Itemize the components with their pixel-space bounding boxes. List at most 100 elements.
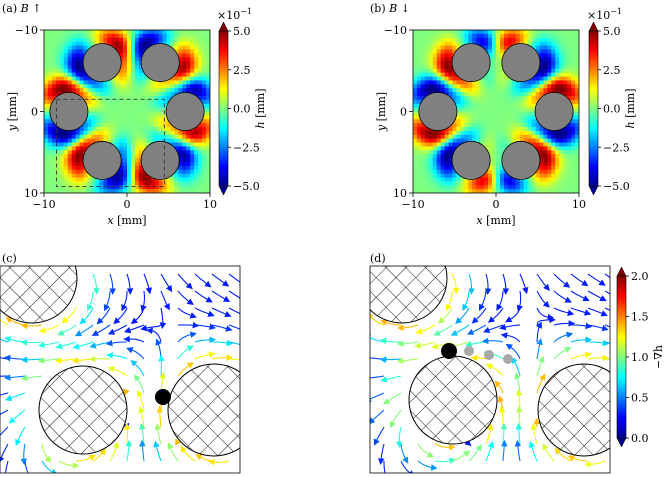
streamline [571,322,593,330]
heatmap-cell [444,33,450,39]
heatmap-cell [87,119,93,124]
y-tick-label: 10 [393,187,407,200]
heatmap-cell [488,134,493,140]
heatmap-cell [555,161,560,167]
streamline [604,341,610,344]
heatmap-cell [575,45,579,50]
heatmap-cell [484,185,489,190]
heatmap-cell [79,134,85,140]
heatmap-cell [413,154,418,159]
heatmap-cell [198,45,203,50]
heatmap-cell [432,130,438,136]
heatmap-cell [55,80,61,85]
heatmap-cell [99,181,104,186]
streamline [515,422,523,445]
heatmap-cell [503,95,509,101]
heatmap-cell [503,189,509,193]
streamline [130,307,145,325]
heatmap-cell [511,185,517,190]
heatmap-cell [119,181,124,186]
heatmap-cell [496,57,501,62]
heatmap-cell [559,158,564,163]
heatmap-cell [150,92,156,97]
heatmap-cell [551,154,556,159]
streamline [487,307,504,323]
heatmap-cell [523,103,529,109]
y-tick-label: 0 [31,106,38,119]
heatmap-cell [47,84,53,89]
heatmap-cell [499,123,505,128]
heatmap-cell [444,173,450,179]
heatmap-cell [67,185,73,190]
heatmap-cell [424,150,430,155]
heatmap-cell [571,173,576,179]
heatmap-cell [448,53,454,58]
heatmap-cell [413,88,418,93]
heatmap-cell [127,115,132,120]
heatmap-cell [444,72,450,78]
streamline [105,339,127,347]
heatmap-cell [527,88,533,93]
heatmap-cell [527,127,533,132]
heatmap-cell [158,107,164,113]
heatmap-cell [424,33,430,39]
heatmap-cell [555,138,560,144]
heatmap-cell [150,107,156,113]
heatmap-cell [484,173,489,179]
heatmap-cell [527,138,533,144]
streamline [55,341,77,350]
heatmap-cell [178,68,183,74]
heatmap-cell [138,76,144,82]
streamline [20,322,43,330]
heatmap-cell [420,154,426,159]
heatmap-cell [492,88,497,93]
heatmap-cell [555,169,560,175]
heatmap-cell [146,92,152,97]
heatmap-cell [162,134,168,140]
heatmap-cell [428,84,434,89]
heatmap-cell [424,37,430,43]
heatmap-cell [79,53,85,58]
heatmap-cell [158,37,164,43]
heatmap-cell [47,80,53,85]
heatmap-cell [83,49,89,54]
heatmap-cell [496,119,501,124]
heatmap-cell [190,177,195,182]
heatmap-cell [456,80,462,85]
heatmap-cell [186,146,191,151]
heatmap-cell [59,33,65,39]
heatmap-cell [563,72,568,78]
streamline [211,354,234,361]
streamline [54,357,77,364]
heatmap-cell [452,177,458,182]
heatmap-cell [460,84,465,89]
heatmap-cell [575,72,579,78]
heatmap-cell [519,92,525,97]
heatmap-cell [186,189,191,193]
heatmap-cell [182,154,187,159]
heatmap-cell [416,33,422,39]
heatmap-cell [456,41,462,47]
heatmap-cell [519,37,525,43]
heatmap-cell [496,41,501,47]
heatmap-cell [428,68,434,74]
heatmap-cell [448,37,454,43]
heatmap-cell [496,103,501,109]
heatmap-cell [496,111,501,116]
heatmap-cell [515,185,521,190]
heatmap-cell [551,68,556,74]
heatmap-cell [571,123,576,128]
heatmap-cell [202,130,207,136]
heatmap-cell [198,72,203,78]
heatmap-cell [527,189,533,193]
heatmap-cell [571,185,576,190]
heatmap-cell [484,88,489,93]
heatmap-cell [115,107,120,113]
heatmap-cell [174,169,179,175]
heatmap-cell [71,177,77,182]
heatmap-cell [95,80,100,85]
heatmap-cell [174,181,179,186]
heatmap-cell [154,95,160,101]
heatmap-cell [99,88,104,93]
heatmap-cell [420,92,426,97]
